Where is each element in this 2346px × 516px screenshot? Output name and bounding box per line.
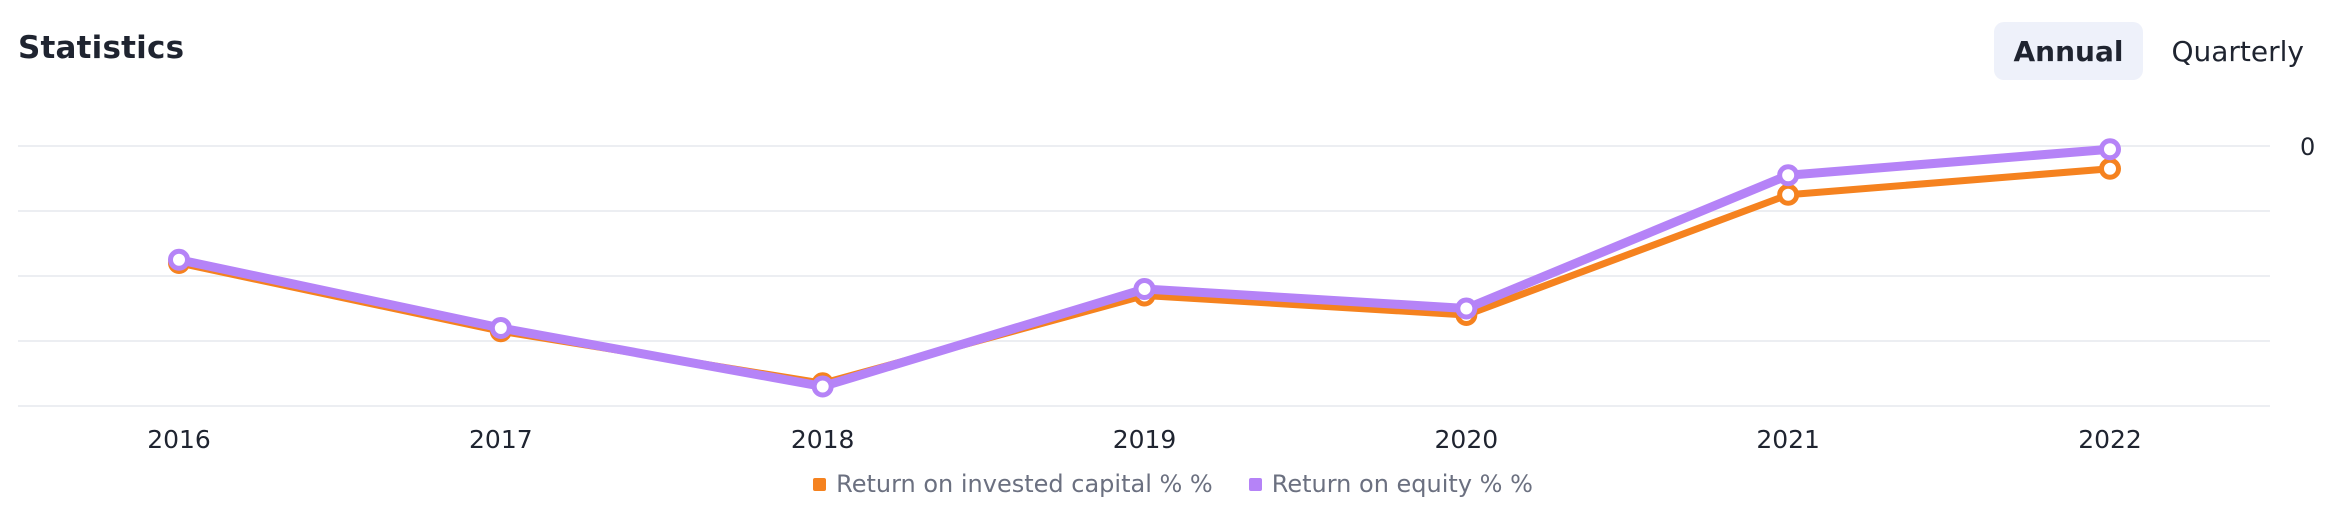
x-tick-label: 2017 xyxy=(469,425,533,454)
grid-lines xyxy=(18,145,2270,407)
x-tick-label: 2019 xyxy=(1113,425,1177,454)
data-point[interactable] xyxy=(168,248,190,271)
legend-label-roe: Return on equity % % xyxy=(1271,470,1533,498)
x-tick-label: 2021 xyxy=(1756,425,1820,454)
y-tick-label: 0 xyxy=(2300,133,2315,161)
data-point[interactable] xyxy=(811,375,834,398)
x-tick-label: 2022 xyxy=(2078,425,2142,454)
period-toggle: Annual Quarterly xyxy=(1993,22,2325,80)
data-point[interactable] xyxy=(1777,164,1800,187)
x-tick-label: 2016 xyxy=(147,425,211,454)
data-point[interactable] xyxy=(2099,138,2121,161)
line-chart: 2016 2017 2018 2019 2020 2021 2022 0 xyxy=(18,133,2315,454)
legend-swatch-roic xyxy=(813,477,827,491)
data-point[interactable] xyxy=(2099,157,2121,180)
annual-toggle-button[interactable]: Annual xyxy=(1993,22,2144,80)
legend-item-roic: Return on invested capital % % xyxy=(813,470,1213,498)
page-title: Statistics xyxy=(18,30,185,66)
data-point[interactable] xyxy=(1133,278,1156,300)
y-axis: 0 xyxy=(2300,133,2315,161)
x-tick-label: 2018 xyxy=(791,425,855,454)
legend-swatch-roe xyxy=(1248,477,1262,491)
quarterly-toggle-button[interactable]: Quarterly xyxy=(2171,34,2304,68)
data-point[interactable] xyxy=(1455,297,1478,320)
series-roe xyxy=(168,138,2121,398)
series-layer xyxy=(168,138,2121,398)
data-point[interactable] xyxy=(489,317,512,339)
legend-item-roe: Return on equity % % xyxy=(1248,470,1533,498)
x-tick-label: 2020 xyxy=(1435,425,1499,454)
data-point[interactable] xyxy=(1777,183,1800,206)
x-axis: 2016 2017 2018 2019 2020 2021 2022 xyxy=(147,425,2142,454)
chart-legend: Return on invested capital % % Return on… xyxy=(0,470,2346,498)
legend-label-roic: Return on invested capital % % xyxy=(836,470,1213,498)
series-line xyxy=(174,144,2115,391)
